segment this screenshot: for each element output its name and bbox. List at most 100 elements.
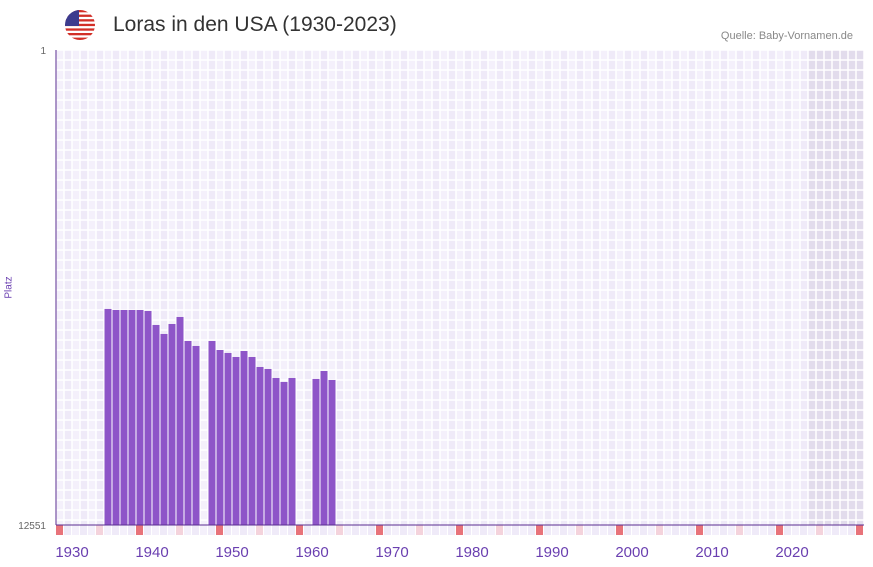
- bar-1950: [216, 349, 224, 525]
- grid-column: [376, 50, 384, 525]
- x-tick-label: 2010: [695, 544, 728, 561]
- grid-column: [248, 50, 256, 525]
- grid-column: [768, 50, 776, 525]
- year-marker: [728, 525, 735, 535]
- year-marker: [752, 525, 759, 535]
- grid-column: [88, 50, 96, 525]
- grid-column: [568, 50, 576, 525]
- grid-column: [336, 50, 344, 525]
- grid-column: [648, 50, 656, 525]
- year-marker: [432, 525, 439, 535]
- grid-column: [544, 50, 552, 525]
- year-marker: [488, 525, 495, 535]
- year-marker: [856, 525, 863, 535]
- year-marker: [848, 525, 855, 535]
- grid-column: [536, 50, 544, 525]
- grid-column: [464, 50, 472, 525]
- grid-column: [296, 50, 304, 525]
- year-marker: [360, 525, 367, 535]
- year-marker: [136, 525, 143, 535]
- year-marker: [416, 525, 423, 535]
- bar-1943: [160, 333, 168, 525]
- year-marker: [280, 525, 287, 535]
- grid-column: [848, 50, 856, 525]
- grid-column: [784, 50, 792, 525]
- year-marker: [784, 525, 791, 535]
- grid-column: [840, 50, 848, 525]
- year-marker: [144, 525, 151, 535]
- year-marker: [296, 525, 303, 535]
- grid-column: [304, 50, 312, 525]
- year-marker: [344, 525, 351, 535]
- grid-column: [624, 50, 632, 525]
- grid-column: [712, 50, 720, 525]
- year-marker: [632, 525, 639, 535]
- bar-1959: [288, 377, 296, 525]
- year-marker: [512, 525, 519, 535]
- grid-column: [400, 50, 408, 525]
- year-marker: [552, 525, 559, 535]
- x-tick-label: 1940: [135, 544, 168, 561]
- grid-column: [56, 50, 64, 525]
- year-marker: [720, 525, 727, 535]
- grid-column: [256, 50, 264, 525]
- grid-column: [160, 50, 168, 525]
- grid-column: [584, 50, 592, 525]
- year-marker: [376, 525, 383, 535]
- year-marker: [176, 525, 183, 535]
- x-tick-label: 2000: [615, 544, 648, 561]
- grid-column: [96, 50, 104, 525]
- year-marker: [744, 525, 751, 535]
- year-marker: [832, 525, 839, 535]
- grid-column: [512, 50, 520, 525]
- x-tick-label: 1990: [535, 544, 568, 561]
- year-marker: [600, 525, 607, 535]
- grid-column: [496, 50, 504, 525]
- grid-column: [760, 50, 768, 525]
- year-marker: [160, 525, 167, 535]
- year-marker: [712, 525, 719, 535]
- year-marker: [64, 525, 71, 535]
- year-marker: [536, 525, 543, 535]
- grid-column: [504, 50, 512, 525]
- year-marker: [256, 525, 263, 535]
- year-marker: [768, 525, 775, 535]
- x-tick-label: 1930: [55, 544, 88, 561]
- year-marker: [568, 525, 575, 535]
- year-marker: [736, 525, 743, 535]
- grid-column: [232, 50, 240, 525]
- year-marker: [504, 525, 511, 535]
- year-marker: [440, 525, 447, 535]
- grid-column: [720, 50, 728, 525]
- year-marker: [656, 525, 663, 535]
- grid-column: [472, 50, 480, 525]
- bar-1936: [104, 308, 112, 525]
- year-marker: [584, 525, 591, 535]
- bar-1946: [184, 340, 192, 525]
- grid-column: [736, 50, 744, 525]
- year-marker: [544, 525, 551, 535]
- grid-column: [792, 50, 800, 525]
- grid-column: [664, 50, 672, 525]
- year-marker: [200, 525, 207, 535]
- year-marker: [456, 525, 463, 535]
- year-marker: [152, 525, 159, 535]
- grid-column: [264, 50, 272, 525]
- grid-column: [456, 50, 464, 525]
- us-flag-icon: [65, 10, 95, 40]
- x-tick-label: 1980: [455, 544, 488, 561]
- year-marker: [672, 525, 679, 535]
- grid-column: [488, 50, 496, 525]
- year-marker: [72, 525, 79, 535]
- grid-column: [632, 50, 640, 525]
- grid-column: [192, 50, 200, 525]
- grid-column: [576, 50, 584, 525]
- grid-column: [384, 50, 392, 525]
- year-marker: [648, 525, 655, 535]
- year-marker: [232, 525, 239, 535]
- year-marker: [624, 525, 631, 535]
- grid-column: [328, 50, 336, 525]
- grid-column: [680, 50, 688, 525]
- year-marker: [808, 525, 815, 535]
- year-marker: [368, 525, 375, 535]
